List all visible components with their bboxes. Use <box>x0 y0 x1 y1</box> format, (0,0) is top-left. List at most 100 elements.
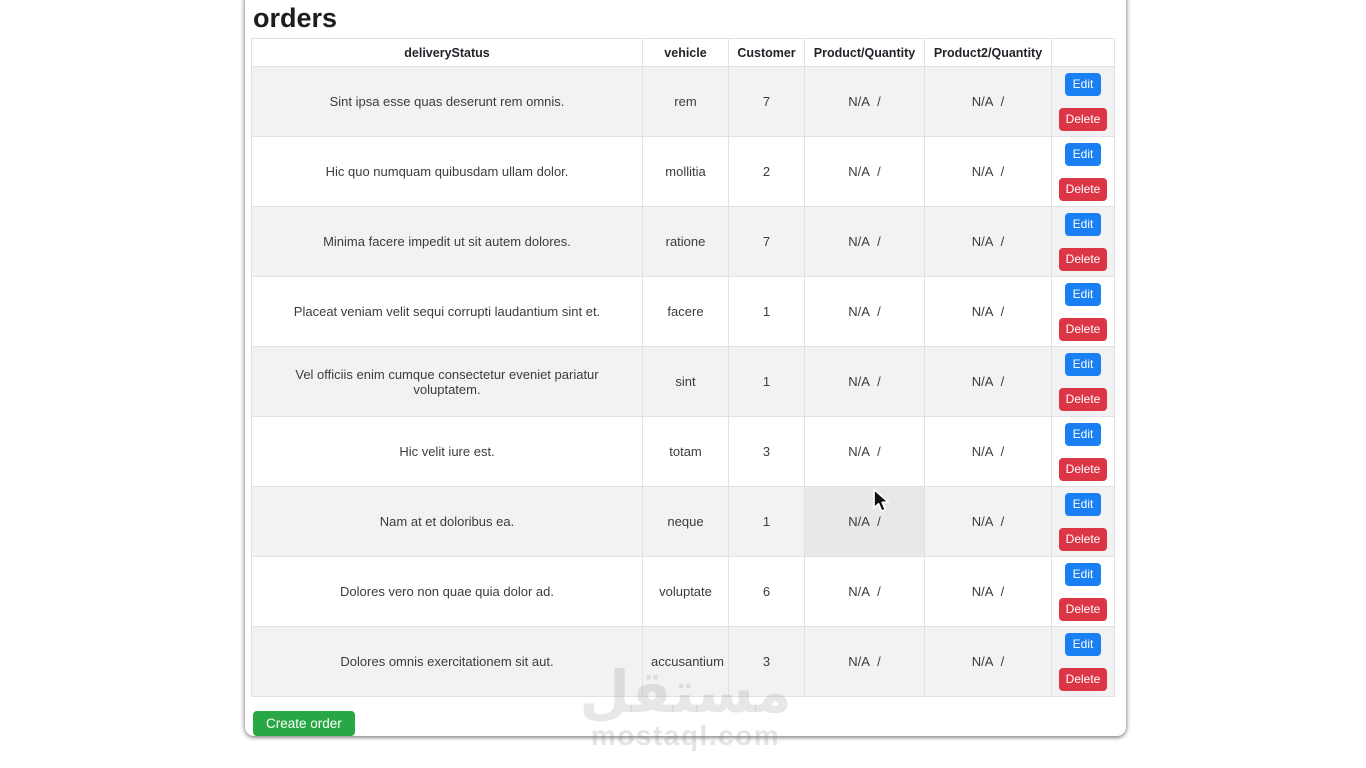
action-stack: Edit Delete <box>1058 142 1108 201</box>
action-stack: Edit Delete <box>1058 72 1108 131</box>
cell-delivery-status: Minima facere impedit ut sit autem dolor… <box>251 206 643 277</box>
cell-vehicle: neque <box>642 486 729 557</box>
delete-button[interactable]: Delete <box>1058 597 1108 621</box>
delete-button[interactable]: Delete <box>1058 667 1108 691</box>
cell-customer: 1 <box>728 486 805 557</box>
cell-product1-hovered: N/A / <box>804 486 925 557</box>
edit-button[interactable]: Edit <box>1064 492 1102 516</box>
orders-card: orders deliveryStatus vehicle Customer P… <box>245 0 1126 736</box>
action-stack: Edit Delete <box>1058 492 1108 551</box>
cell-vehicle: ratione <box>642 206 729 277</box>
table-row: Sint ipsa esse quas deserunt rem omnis. … <box>251 66 1115 137</box>
edit-button[interactable]: Edit <box>1064 142 1102 166</box>
cell-product2: N/A / <box>924 416 1052 487</box>
edit-button[interactable]: Edit <box>1064 632 1102 656</box>
delete-button[interactable]: Delete <box>1058 317 1108 341</box>
cell-product1: N/A / <box>804 276 925 347</box>
header-vehicle: vehicle <box>642 38 729 67</box>
cell-product2: N/A / <box>924 276 1052 347</box>
table-row: Hic velit iure est. totam 3 N/A / N/A / … <box>251 416 1115 487</box>
delete-button[interactable]: Delete <box>1058 247 1108 271</box>
cell-vehicle: facere <box>642 276 729 347</box>
cell-product1: N/A / <box>804 136 925 207</box>
cell-customer: 1 <box>728 276 805 347</box>
cell-product2: N/A / <box>924 556 1052 627</box>
cell-actions: Edit Delete <box>1051 486 1115 557</box>
cell-delivery-status: Sint ipsa esse quas deserunt rem omnis. <box>251 66 643 137</box>
page-title: orders <box>253 3 338 33</box>
table-header-row: deliveryStatus vehicle Customer Product/… <box>251 38 1115 67</box>
cell-actions: Edit Delete <box>1051 556 1115 627</box>
cell-vehicle: voluptate <box>642 556 729 627</box>
cell-product1: N/A / <box>804 416 925 487</box>
cell-product2: N/A / <box>924 66 1052 137</box>
cell-delivery-status: Nam at et doloribus ea. <box>251 486 643 557</box>
cell-customer: 3 <box>728 416 805 487</box>
delete-button[interactable]: Delete <box>1058 177 1108 201</box>
cell-product2: N/A / <box>924 626 1052 697</box>
edit-button[interactable]: Edit <box>1064 282 1102 306</box>
action-stack: Edit Delete <box>1058 422 1108 481</box>
action-stack: Edit Delete <box>1058 212 1108 271</box>
cell-actions: Edit Delete <box>1051 626 1115 697</box>
cell-delivery-status: Vel officiis enim cumque consectetur eve… <box>251 346 643 417</box>
cell-vehicle: sint <box>642 346 729 417</box>
header-customer: Customer <box>728 38 805 67</box>
edit-button[interactable]: Edit <box>1064 352 1102 376</box>
cell-delivery-status: Dolores vero non quae quia dolor ad. <box>251 556 643 627</box>
edit-button[interactable]: Edit <box>1064 212 1102 236</box>
cell-vehicle: accusantium <box>642 626 729 697</box>
cell-product2: N/A / <box>924 486 1052 557</box>
delete-button[interactable]: Delete <box>1058 107 1108 131</box>
cell-actions: Edit Delete <box>1051 416 1115 487</box>
table-row: Hic quo numquam quibusdam ullam dolor. m… <box>251 136 1115 207</box>
action-stack: Edit Delete <box>1058 562 1108 621</box>
cell-customer: 3 <box>728 626 805 697</box>
cell-actions: Edit Delete <box>1051 276 1115 347</box>
cell-vehicle: rem <box>642 66 729 137</box>
table-row: Dolores vero non quae quia dolor ad. vol… <box>251 556 1115 627</box>
header-product-quantity: Product/Quantity <box>804 38 925 67</box>
cell-actions: Edit Delete <box>1051 136 1115 207</box>
edit-button[interactable]: Edit <box>1064 422 1102 446</box>
cell-actions: Edit Delete <box>1051 206 1115 277</box>
table-row: Minima facere impedit ut sit autem dolor… <box>251 206 1115 277</box>
orders-table: deliveryStatus vehicle Customer Product/… <box>251 38 1115 697</box>
delete-button[interactable]: Delete <box>1058 527 1108 551</box>
cell-actions: Edit Delete <box>1051 346 1115 417</box>
edit-button[interactable]: Edit <box>1064 72 1102 96</box>
cell-product2: N/A / <box>924 136 1052 207</box>
cell-product2: N/A / <box>924 346 1052 417</box>
delete-button[interactable]: Delete <box>1058 387 1108 411</box>
cell-delivery-status: Hic velit iure est. <box>251 416 643 487</box>
table-row: Dolores omnis exercitationem sit aut. ac… <box>251 626 1115 697</box>
cell-customer: 2 <box>728 136 805 207</box>
cell-customer: 1 <box>728 346 805 417</box>
cell-delivery-status: Hic quo numquam quibusdam ullam dolor. <box>251 136 643 207</box>
cell-customer: 7 <box>728 66 805 137</box>
cell-product1: N/A / <box>804 626 925 697</box>
table-row: Placeat veniam velit sequi corrupti laud… <box>251 276 1115 347</box>
header-delivery-status: deliveryStatus <box>251 38 643 67</box>
header-product2-quantity: Product2/Quantity <box>924 38 1052 67</box>
action-stack: Edit Delete <box>1058 632 1108 691</box>
cell-vehicle: mollitia <box>642 136 729 207</box>
cell-customer: 7 <box>728 206 805 277</box>
edit-button[interactable]: Edit <box>1064 562 1102 586</box>
cell-actions: Edit Delete <box>1051 66 1115 137</box>
cell-product1: N/A / <box>804 346 925 417</box>
cell-product1: N/A / <box>804 556 925 627</box>
create-order-button[interactable]: Create order <box>253 711 355 736</box>
table-row: Vel officiis enim cumque consectetur eve… <box>251 346 1115 417</box>
cell-product2: N/A / <box>924 206 1052 277</box>
table-row: Nam at et doloribus ea. neque 1 N/A / N/… <box>251 486 1115 557</box>
cell-customer: 6 <box>728 556 805 627</box>
cell-delivery-status: Placeat veniam velit sequi corrupti laud… <box>251 276 643 347</box>
delete-button[interactable]: Delete <box>1058 457 1108 481</box>
cell-delivery-status: Dolores omnis exercitationem sit aut. <box>251 626 643 697</box>
action-stack: Edit Delete <box>1058 282 1108 341</box>
cell-product1: N/A / <box>804 206 925 277</box>
action-stack: Edit Delete <box>1058 352 1108 411</box>
header-actions <box>1051 38 1115 67</box>
